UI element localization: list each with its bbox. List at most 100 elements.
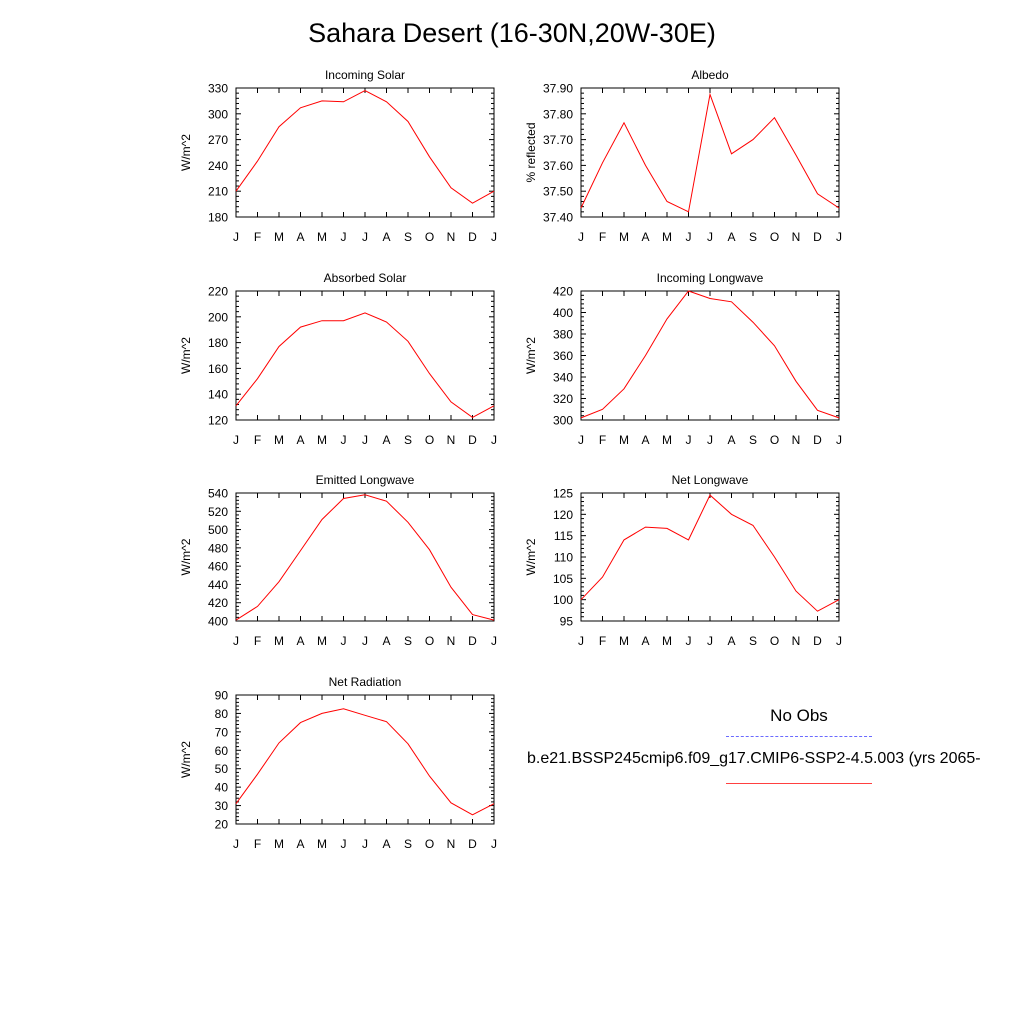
x-tick-label: D (468, 634, 477, 648)
y-tick-label: 180 (208, 336, 228, 350)
x-tick-label: S (749, 634, 757, 648)
y-tick-label: 105 (553, 572, 573, 586)
legend-obs-label: No Obs (770, 706, 828, 725)
x-tick-label: M (662, 433, 672, 447)
x-tick-label: M (662, 230, 672, 244)
y-tick-label: 37.80 (543, 107, 573, 121)
x-tick-label: J (578, 433, 584, 447)
y-tick-label: 30 (215, 799, 229, 813)
x-tick-label: F (599, 433, 606, 447)
panel-title: Emitted Longwave (316, 473, 415, 487)
x-tick-label: J (836, 230, 842, 244)
y-tick-label: 80 (215, 707, 229, 721)
x-tick-label: D (813, 433, 822, 447)
y-tick-label: 115 (554, 529, 573, 543)
y-tick-label: 60 (215, 744, 229, 758)
legend-model-line (726, 783, 872, 784)
x-tick-label: M (274, 433, 284, 447)
panel-title: Net Longwave (672, 473, 749, 487)
x-tick-label: J (341, 837, 347, 851)
x-tick-label: J (362, 230, 368, 244)
series-line (580, 494, 840, 612)
y-tick-label: 420 (208, 596, 228, 610)
x-tick-label: O (425, 433, 434, 447)
y-tick-label: 520 (208, 505, 228, 519)
y-tick-label: 20 (215, 818, 229, 832)
y-tick-label: 380 (553, 328, 573, 342)
y-axis-label: W/m^2 (179, 538, 193, 575)
x-tick-label: F (599, 634, 606, 648)
x-tick-label: A (382, 433, 390, 447)
series-line (235, 312, 495, 418)
x-tick-label: N (792, 634, 801, 648)
x-tick-label: J (491, 230, 497, 244)
x-tick-label: D (813, 634, 822, 648)
y-tick-label: 420 (553, 285, 573, 299)
x-tick-label: M (274, 634, 284, 648)
x-tick-label: J (836, 634, 842, 648)
y-tick-label: 110 (554, 551, 573, 565)
x-tick-label: J (707, 230, 713, 244)
x-tick-label: S (404, 634, 412, 648)
series-line (235, 90, 495, 204)
x-tick-label: J (491, 433, 497, 447)
x-tick-label: J (491, 634, 497, 648)
y-tick-label: 37.70 (543, 133, 573, 147)
y-tick-label: 500 (208, 523, 228, 537)
x-tick-label: A (641, 433, 649, 447)
x-tick-label: J (233, 634, 239, 648)
y-tick-label: 95 (560, 615, 574, 629)
y-tick-label: 120 (208, 414, 228, 428)
x-tick-label: O (425, 837, 434, 851)
y-tick-label: 140 (208, 388, 228, 402)
x-tick-label: F (254, 433, 261, 447)
y-tick-label: 40 (215, 781, 229, 795)
x-tick-label: A (382, 230, 390, 244)
x-tick-label: J (707, 634, 713, 648)
x-tick-label: J (686, 634, 692, 648)
y-tick-label: 200 (208, 310, 228, 324)
x-tick-label: N (792, 230, 801, 244)
x-tick-label: A (727, 230, 735, 244)
y-axis-label: % reflected (524, 122, 538, 182)
y-tick-label: 480 (208, 541, 228, 555)
x-tick-label: O (770, 433, 779, 447)
plot-frame (580, 87, 840, 218)
panel-title: Incoming Longwave (657, 271, 764, 285)
y-tick-label: 440 (208, 578, 228, 592)
x-tick-label: A (296, 837, 304, 851)
y-tick-label: 180 (208, 211, 228, 225)
x-tick-label: M (619, 433, 629, 447)
y-tick-label: 90 (215, 689, 229, 703)
x-tick-label: M (317, 837, 327, 851)
x-tick-label: N (447, 230, 456, 244)
x-tick-label: M (317, 230, 327, 244)
y-axis-label: W/m^2 (179, 134, 193, 171)
y-tick-label: 210 (208, 185, 228, 199)
y-tick-label: 37.60 (543, 159, 573, 173)
x-tick-label: A (382, 837, 390, 851)
x-tick-label: M (662, 634, 672, 648)
panel-title: Absorbed Solar (324, 271, 407, 285)
x-tick-label: M (317, 433, 327, 447)
panel-title: Net Radiation (329, 675, 402, 689)
x-tick-label: M (619, 634, 629, 648)
panel-4: Emitted Longwave W/m^2 400 420 440 460 480 500 5… (179, 473, 497, 648)
x-tick-label: O (770, 634, 779, 648)
x-tick-label: S (404, 837, 412, 851)
y-axis-label: W/m^2 (524, 337, 538, 374)
x-tick-label: J (836, 433, 842, 447)
plot-frame (235, 492, 495, 622)
x-tick-label: M (317, 634, 327, 648)
x-tick-label: M (619, 230, 629, 244)
y-tick-label: 460 (208, 560, 228, 574)
x-tick-label: D (468, 230, 477, 244)
x-tick-label: O (425, 230, 434, 244)
panel-title: Incoming Solar (325, 68, 405, 82)
x-tick-label: M (274, 837, 284, 851)
x-tick-label: A (727, 433, 735, 447)
